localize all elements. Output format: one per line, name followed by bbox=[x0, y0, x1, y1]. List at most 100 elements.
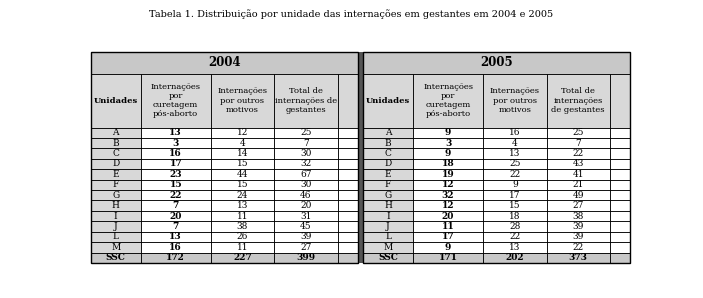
Bar bbox=[546, 169, 610, 180]
Bar bbox=[483, 252, 546, 263]
Bar bbox=[413, 242, 483, 252]
Bar bbox=[337, 138, 358, 148]
Bar bbox=[337, 138, 358, 148]
Bar bbox=[413, 128, 483, 138]
Bar bbox=[141, 159, 211, 169]
Bar bbox=[91, 52, 358, 263]
Bar bbox=[546, 242, 610, 252]
Bar bbox=[413, 138, 483, 148]
Bar bbox=[363, 159, 413, 169]
Text: 38: 38 bbox=[572, 212, 584, 221]
Text: 11: 11 bbox=[441, 222, 454, 231]
Bar bbox=[141, 169, 211, 180]
Bar bbox=[91, 159, 141, 169]
Text: 39: 39 bbox=[300, 232, 311, 241]
Text: 9: 9 bbox=[445, 243, 451, 252]
Bar bbox=[141, 211, 211, 221]
Bar bbox=[546, 232, 610, 242]
Bar bbox=[413, 180, 483, 190]
Text: 44: 44 bbox=[237, 170, 248, 179]
Bar bbox=[546, 232, 610, 242]
Text: 17: 17 bbox=[441, 232, 454, 241]
Text: 9: 9 bbox=[445, 128, 451, 137]
Bar bbox=[337, 221, 358, 232]
Bar bbox=[363, 190, 413, 201]
Bar bbox=[211, 128, 274, 138]
Bar bbox=[363, 148, 413, 159]
Bar bbox=[610, 201, 630, 211]
Text: 12: 12 bbox=[441, 201, 454, 210]
Text: C: C bbox=[385, 149, 392, 158]
Bar bbox=[91, 169, 141, 180]
Bar bbox=[274, 190, 337, 201]
Bar bbox=[363, 190, 413, 201]
Bar bbox=[483, 169, 546, 180]
Text: 24: 24 bbox=[237, 191, 248, 200]
Text: 11: 11 bbox=[237, 212, 248, 221]
Bar bbox=[211, 232, 274, 242]
Bar bbox=[483, 180, 546, 190]
Bar bbox=[363, 128, 413, 138]
Text: E: E bbox=[385, 170, 392, 179]
Text: 25: 25 bbox=[572, 128, 584, 137]
Bar bbox=[546, 128, 610, 138]
Bar bbox=[610, 211, 630, 221]
Bar bbox=[483, 138, 546, 148]
Text: 16: 16 bbox=[509, 128, 521, 137]
Bar bbox=[483, 148, 546, 159]
Bar bbox=[483, 190, 546, 201]
Text: B: B bbox=[385, 139, 392, 148]
Bar bbox=[141, 138, 211, 148]
Bar bbox=[274, 138, 337, 148]
Bar bbox=[91, 74, 141, 128]
Bar bbox=[141, 148, 211, 159]
Text: H: H bbox=[112, 201, 120, 210]
Text: 2005: 2005 bbox=[480, 56, 512, 69]
Bar bbox=[413, 242, 483, 252]
Text: 39: 39 bbox=[572, 232, 584, 241]
Text: G: G bbox=[385, 191, 392, 200]
Bar bbox=[483, 201, 546, 211]
Bar bbox=[141, 242, 211, 252]
Bar bbox=[546, 138, 610, 148]
Bar bbox=[274, 148, 337, 159]
Bar bbox=[546, 201, 610, 211]
Bar bbox=[546, 211, 610, 221]
Bar bbox=[274, 74, 337, 128]
Bar bbox=[610, 252, 630, 263]
Bar bbox=[610, 211, 630, 221]
Bar bbox=[337, 180, 358, 190]
Bar bbox=[211, 148, 274, 159]
Bar bbox=[363, 180, 413, 190]
Bar bbox=[337, 252, 358, 263]
Bar bbox=[610, 74, 630, 128]
Text: 20: 20 bbox=[169, 212, 182, 221]
Bar bbox=[363, 252, 413, 263]
Text: 16: 16 bbox=[169, 149, 182, 158]
Bar bbox=[358, 52, 363, 263]
Bar bbox=[610, 201, 630, 211]
Bar bbox=[337, 169, 358, 180]
Bar bbox=[91, 128, 141, 138]
Bar bbox=[483, 221, 546, 232]
Text: 4: 4 bbox=[240, 139, 245, 148]
Bar bbox=[274, 221, 337, 232]
Text: 32: 32 bbox=[441, 191, 454, 200]
Bar bbox=[363, 201, 413, 211]
Bar bbox=[546, 190, 610, 201]
Bar bbox=[610, 159, 630, 169]
Text: F: F bbox=[112, 180, 119, 189]
Text: 22: 22 bbox=[573, 243, 584, 252]
Bar bbox=[91, 242, 141, 252]
Bar bbox=[363, 148, 413, 159]
Bar bbox=[211, 190, 274, 201]
Bar bbox=[141, 138, 211, 148]
Text: A: A bbox=[112, 128, 119, 137]
Bar bbox=[610, 128, 630, 138]
Text: 3: 3 bbox=[172, 139, 179, 148]
Bar bbox=[413, 201, 483, 211]
Bar bbox=[610, 232, 630, 242]
Text: H: H bbox=[384, 201, 392, 210]
Bar bbox=[141, 232, 211, 242]
Bar bbox=[337, 159, 358, 169]
